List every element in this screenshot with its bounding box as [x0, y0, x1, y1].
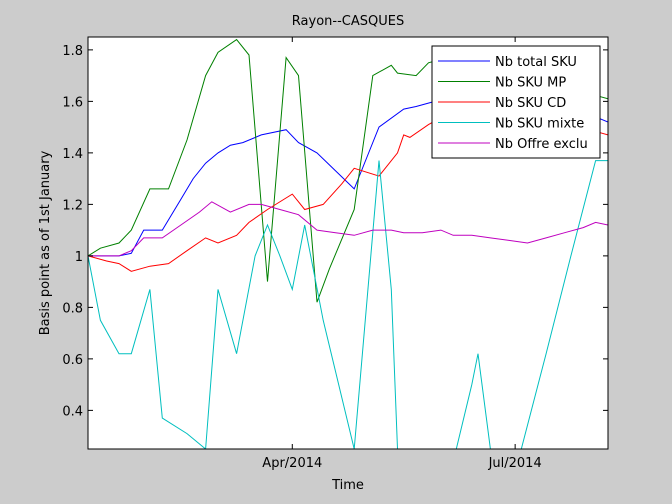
- y-tick-label: 1: [75, 250, 83, 265]
- y-tick-label: 1.4: [62, 147, 83, 162]
- legend-label-1: Nb total SKU: [495, 55, 577, 70]
- y-axis-label: Basis point as of 1st January: [38, 150, 53, 335]
- legend-label-5: Nb Offre exclu: [495, 137, 588, 152]
- y-tick-label: 1.2: [62, 198, 83, 213]
- legend-label-3: Nb SKU CD: [495, 96, 566, 111]
- legend-label-2: Nb SKU MP: [495, 76, 566, 91]
- x-axis-label: Time: [331, 478, 364, 493]
- x-tick-label: Apr/2014: [262, 456, 322, 471]
- y-tick-label: 1.6: [62, 95, 83, 110]
- series-line-5: [88, 201, 608, 257]
- axis-ticks: 0.4 0.6 0.8 1 1.2 1.4 1.6 1.8 Apr/2014 Jul/2014: [62, 37, 608, 471]
- legend-items: Nb total SKU Nb SKU MP Nb SKU CD Nb SKU mix…: [438, 55, 588, 152]
- y-tick-label: 0.4: [62, 404, 83, 419]
- y-tick-label: 0.8: [62, 301, 83, 316]
- legend: Nb total SKU Nb SKU MP Nb SKU CD Nb SKU mix…: [431, 45, 601, 159]
- series-line-4: [88, 160, 608, 449]
- plot-frame: [87, 36, 609, 450]
- legend-label-4: Nb SKU mixte: [495, 117, 584, 132]
- chart-title: Rayon--CASQUES: [292, 14, 404, 29]
- y-tick-label: 1.8: [62, 44, 83, 59]
- y-tick-label: 0.6: [62, 353, 83, 368]
- x-tick-label: Jul/2014: [488, 456, 542, 471]
